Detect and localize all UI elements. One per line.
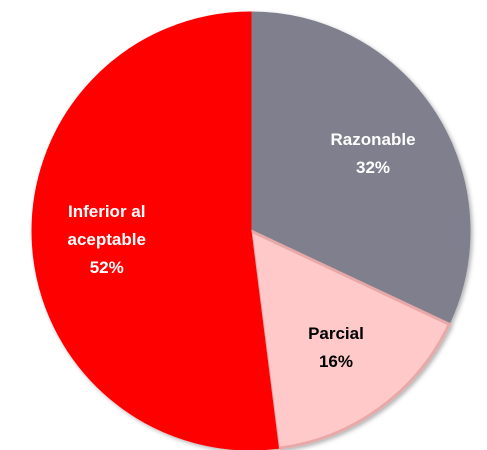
category-name: Inferior al aceptable bbox=[67, 202, 146, 250]
pie-slice bbox=[249, 228, 452, 450]
value-label: 32% bbox=[356, 157, 391, 177]
category-name: Razonable bbox=[330, 129, 416, 149]
value-label: 52% bbox=[89, 258, 124, 278]
category-name: Parcial bbox=[308, 323, 364, 343]
value-label: 16% bbox=[318, 351, 353, 371]
slice-label: Parcial 16% bbox=[276, 320, 396, 376]
pie-slice bbox=[31, 11, 280, 450]
pie-slice bbox=[250, 11, 471, 325]
slice-label: Inferior al aceptable 52% bbox=[47, 198, 167, 282]
slice-label: Razonable 32% bbox=[313, 126, 433, 182]
pie bbox=[31, 11, 471, 450]
